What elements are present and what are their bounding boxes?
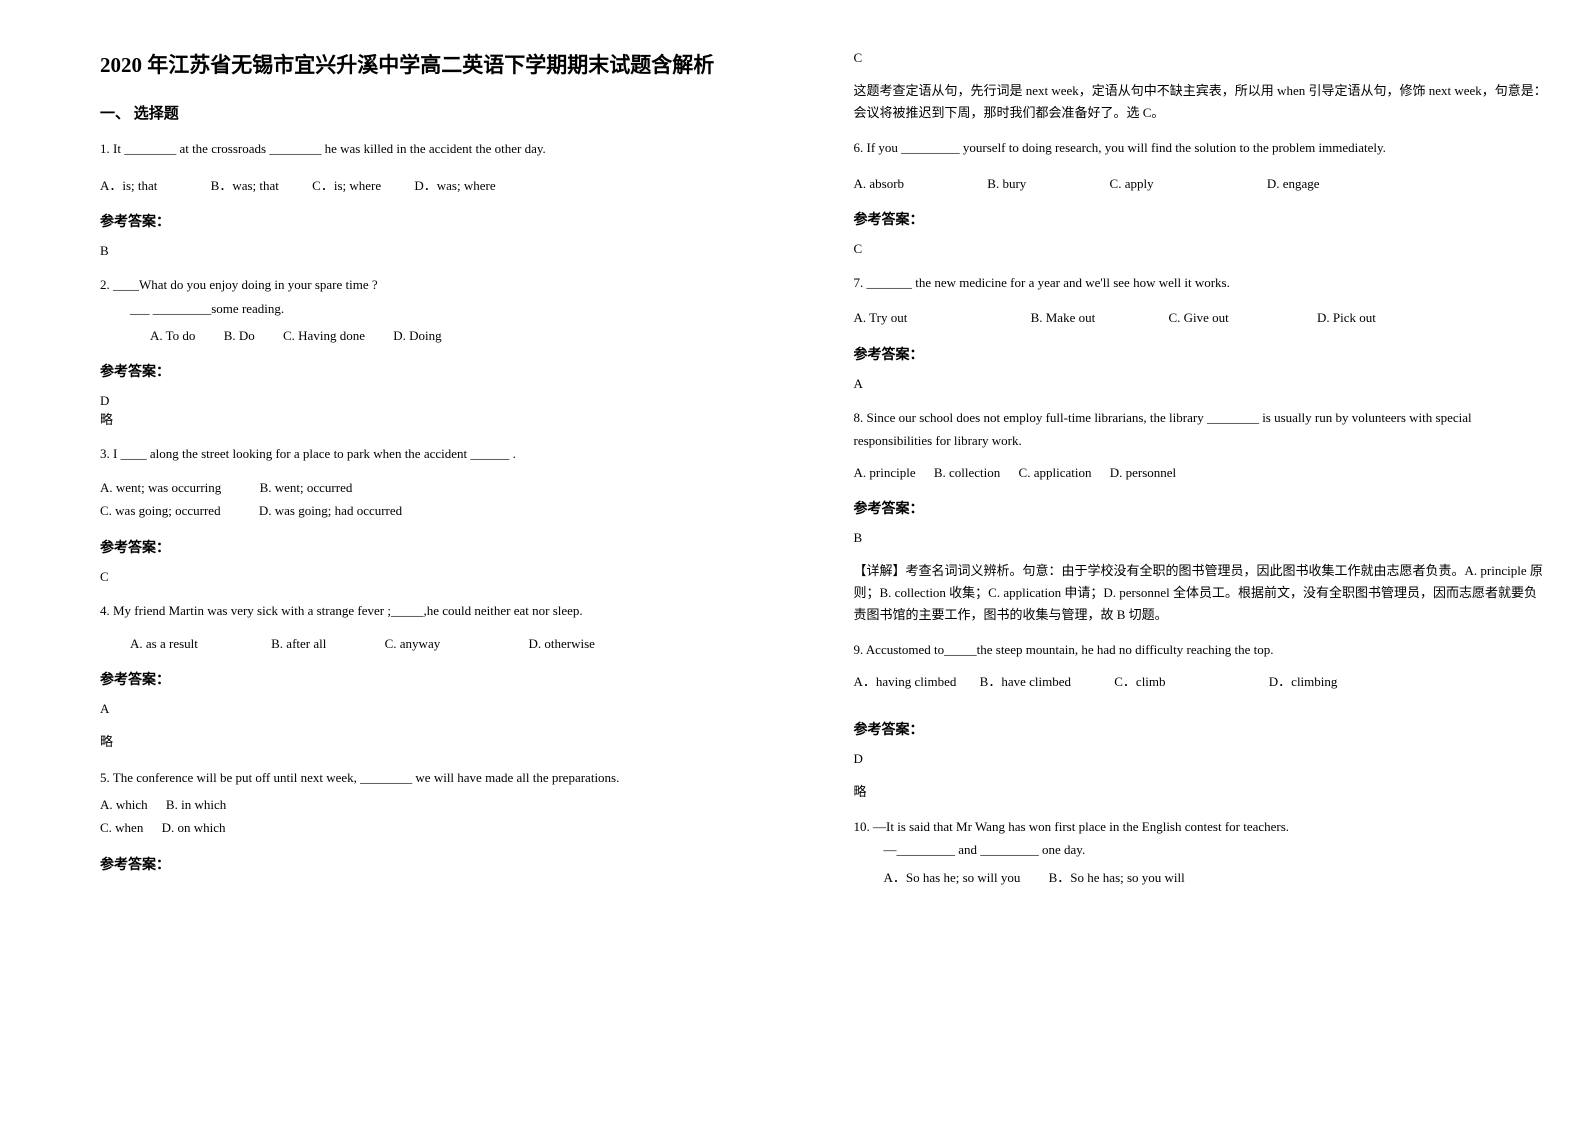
q4-opt-c: C. anyway <box>385 632 441 655</box>
q8-opt-c: C. application <box>1019 461 1092 484</box>
q6-answer-label: 参考答案： <box>854 209 1548 229</box>
q3-opt-a: A. went; was occurring <box>100 476 221 499</box>
question-2: 2. ____What do you enjoy doing in your s… <box>100 273 794 347</box>
q1-answer: B <box>100 243 794 259</box>
q8-opt-b: B. collection <box>934 461 1000 484</box>
question-1: 1. It ________ at the crossroads _______… <box>100 137 794 198</box>
q9-answer: D <box>854 751 1548 767</box>
q8-stem: 8. Since our school does not employ full… <box>854 406 1548 453</box>
q1-answer-label: 参考答案： <box>100 211 794 231</box>
q9-stem: 9. Accustomed to_____the steep mountain,… <box>854 638 1548 661</box>
q3-answer: C <box>100 569 794 585</box>
q3-opt-d: D. was going; had occurred <box>259 499 402 522</box>
right-column: C 这题考查定语从句，先行词是 next week，定语从句中不缺主宾表，所以用… <box>854 50 1548 903</box>
q9-opt-b: B．have climbed <box>980 670 1071 693</box>
question-10: 10. —It is said that Mr Wang has won fir… <box>854 815 1548 889</box>
q7-opt-d: D. Pick out <box>1317 306 1376 329</box>
q5-answer-label: 参考答案： <box>100 854 794 874</box>
q3-stem: 3. I ____ along the street looking for a… <box>100 442 794 465</box>
q10-stem-line2: —_________ and _________ one day. <box>854 838 1548 861</box>
q2-answer-label: 参考答案： <box>100 361 794 381</box>
q9-omitted: 略 <box>854 781 1548 803</box>
q6-opt-d: D. engage <box>1267 172 1320 195</box>
q3-answer-label: 参考答案： <box>100 537 794 557</box>
q5-explanation: 这题考查定语从句，先行词是 next week，定语从句中不缺主宾表，所以用 w… <box>854 80 1548 124</box>
q5-opt-a: A. which <box>100 793 148 816</box>
q5-opt-d: D. on which <box>162 816 226 839</box>
q4-opt-b: B. after all <box>271 632 326 655</box>
q7-opt-b: B. Make out <box>1031 306 1096 329</box>
q7-stem: 7. _______ the new medicine for a year a… <box>854 271 1548 294</box>
question-4: 4. My friend Martin was very sick with a… <box>100 599 794 656</box>
q3-opt-b: B. went; occurred <box>260 476 353 499</box>
question-9: 9. Accustomed to_____the steep mountain,… <box>854 638 1548 693</box>
q9-opt-d: D．climbing <box>1269 670 1338 693</box>
q10-opt-b: B．So he has; so you will <box>1049 866 1185 889</box>
q2-opt-b: B. Do <box>224 324 255 347</box>
left-column: 2020 年江苏省无锡市宜兴升溪中学高二英语下学期期末试题含解析 一、 选择题 … <box>100 50 794 903</box>
q8-opt-a: A. principle <box>854 461 916 484</box>
q4-stem: 4. My friend Martin was very sick with a… <box>100 599 794 622</box>
q1-opt-a: A．is; that <box>100 174 157 197</box>
question-3: 3. I ____ along the street looking for a… <box>100 442 794 522</box>
q5-opt-c: C. when <box>100 816 143 839</box>
q9-answer-label: 参考答案： <box>854 719 1548 739</box>
q3-opt-c: C. was going; occurred <box>100 499 221 522</box>
question-6: 6. If you _________ yourself to doing re… <box>854 136 1548 195</box>
question-8: 8. Since our school does not employ full… <box>854 406 1548 484</box>
q2-opt-a: A. To do <box>150 324 195 347</box>
q9-opt-a: A．having climbed <box>854 670 957 693</box>
q1-opt-d: D．was; where <box>414 174 495 197</box>
q5-answer: C <box>854 50 1548 66</box>
q4-answer: A <box>100 701 794 717</box>
q5-opt-b: B. in which <box>166 793 226 816</box>
q10-stem-line1: 10. —It is said that Mr Wang has won fir… <box>854 815 1548 838</box>
q8-answer-label: 参考答案： <box>854 498 1548 518</box>
q7-opt-a: A. Try out <box>854 306 908 329</box>
q6-opt-a: A. absorb <box>854 172 905 195</box>
q2-stem-line2: ___ _________some reading. <box>100 297 794 320</box>
q6-opt-c: C. apply <box>1110 172 1154 195</box>
q4-opt-a: A. as a result <box>130 632 198 655</box>
q7-answer: A <box>854 376 1548 392</box>
q1-opt-c: C．is; where <box>312 174 381 197</box>
q7-answer-label: 参考答案： <box>854 344 1548 364</box>
q2-stem-line1: 2. ____What do you enjoy doing in your s… <box>100 273 794 296</box>
q10-opt-a: A．So has he; so will you <box>884 866 1021 889</box>
q4-opt-d: D. otherwise <box>528 632 594 655</box>
q4-answer-label: 参考答案： <box>100 669 794 689</box>
q2-opt-d: D. Doing <box>393 324 441 347</box>
q2-answer: D 略 <box>100 393 794 428</box>
q2-opt-c: C. Having done <box>283 324 365 347</box>
q2-omitted: 略 <box>100 412 113 427</box>
q5-stem: 5. The conference will be put off until … <box>100 766 794 789</box>
q1-opt-b: B．was; that <box>211 174 279 197</box>
question-7: 7. _______ the new medicine for a year a… <box>854 271 1548 330</box>
q2-answer-text: D <box>100 393 109 408</box>
q6-opt-b: B. bury <box>987 172 1026 195</box>
q8-opt-d: D. personnel <box>1110 461 1176 484</box>
q6-answer: C <box>854 241 1548 257</box>
q4-omitted: 略 <box>100 731 794 753</box>
question-5: 5. The conference will be put off until … <box>100 766 794 840</box>
q1-stem: 1. It ________ at the crossroads _______… <box>100 137 794 160</box>
q7-opt-c: C. Give out <box>1168 306 1228 329</box>
q9-opt-c: C．climb <box>1114 670 1165 693</box>
section-header: 一、 选择题 <box>100 102 794 123</box>
q8-answer: B <box>854 530 1548 546</box>
page-title: 2020 年江苏省无锡市宜兴升溪中学高二英语下学期期末试题含解析 <box>100 50 794 82</box>
q6-stem: 6. If you _________ yourself to doing re… <box>854 136 1548 159</box>
q8-explanation: 【详解】考查名词词义辨析。句意：由于学校没有全职的图书管理员，因此图书收集工作就… <box>854 560 1548 626</box>
